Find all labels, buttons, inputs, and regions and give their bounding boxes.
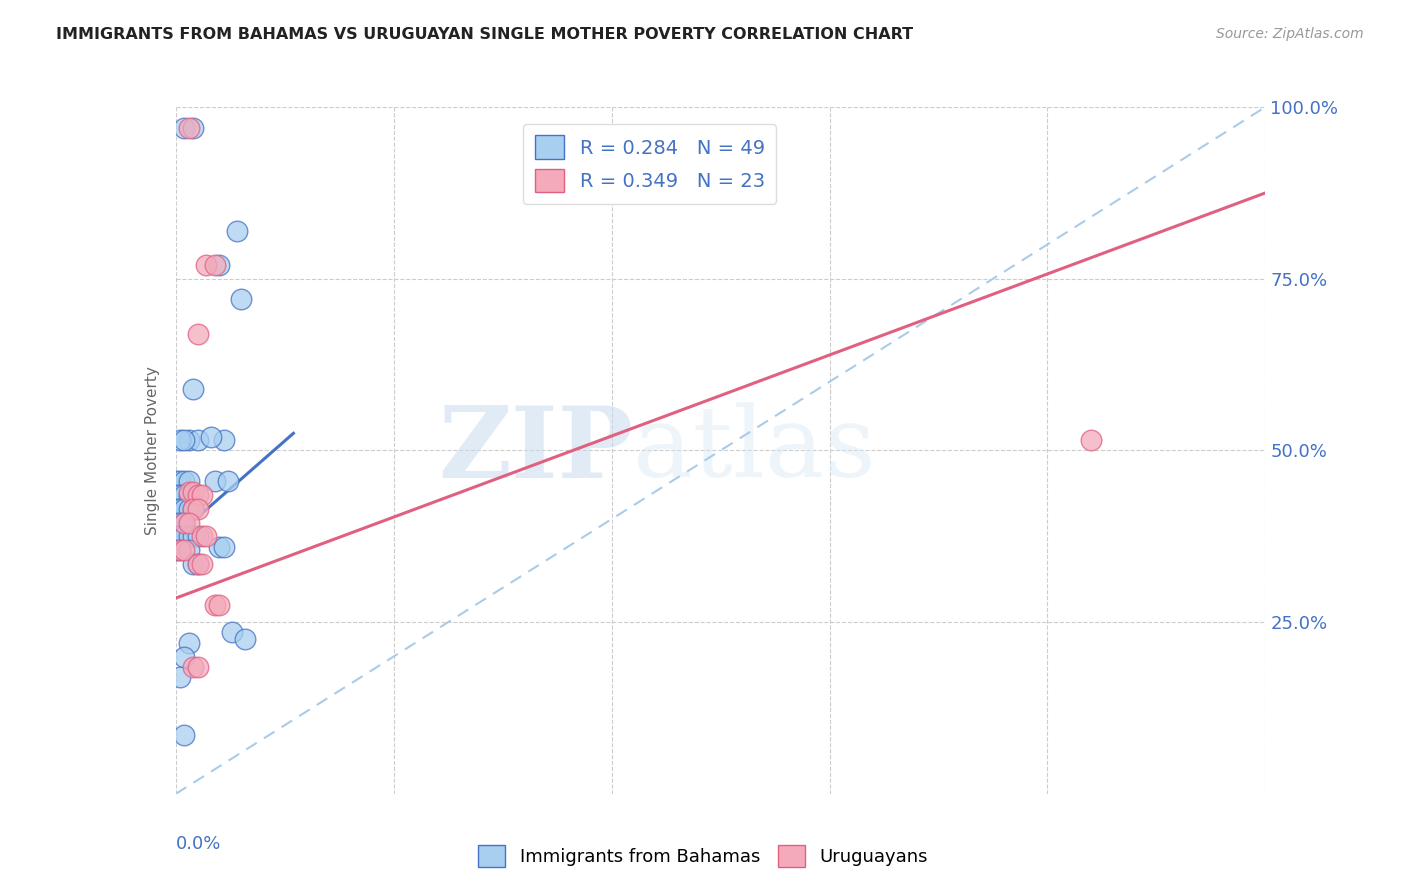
- Point: [173, 120, 195, 135]
- Point: [173, 529, 195, 543]
- Point: [177, 120, 200, 135]
- Point: [177, 475, 200, 489]
- Point: [186, 529, 209, 543]
- Point: [186, 557, 209, 571]
- Point: [186, 433, 209, 447]
- Point: [212, 540, 235, 554]
- Point: [173, 501, 195, 516]
- Point: [169, 543, 191, 558]
- Point: [235, 632, 257, 647]
- Point: [231, 293, 253, 307]
- Point: [177, 433, 200, 447]
- Point: [181, 501, 204, 516]
- Point: [217, 475, 239, 489]
- Point: [191, 488, 214, 502]
- Legend: Immigrants from Bahamas, Uruguayans: Immigrants from Bahamas, Uruguayans: [471, 838, 935, 874]
- Point: [181, 557, 204, 571]
- Point: [165, 516, 187, 530]
- Point: [173, 516, 195, 530]
- Point: [181, 484, 204, 499]
- Point: [200, 430, 222, 444]
- Point: [204, 598, 226, 612]
- Legend: R = 0.284   N = 49, R = 0.349   N = 23: R = 0.284 N = 49, R = 0.349 N = 23: [523, 124, 776, 204]
- Point: [186, 326, 209, 341]
- Point: [177, 488, 200, 502]
- Point: [191, 557, 214, 571]
- Point: [181, 660, 204, 674]
- Point: [186, 488, 209, 502]
- Text: ZIP: ZIP: [439, 402, 633, 499]
- Point: [169, 475, 191, 489]
- Point: [173, 475, 195, 489]
- Point: [195, 258, 218, 272]
- Point: [173, 516, 195, 530]
- Point: [186, 501, 209, 516]
- Point: [186, 660, 209, 674]
- Point: [177, 636, 200, 650]
- Point: [173, 433, 195, 447]
- Point: [169, 488, 191, 502]
- Point: [225, 224, 247, 238]
- Point: [195, 529, 218, 543]
- Text: 0.0%: 0.0%: [176, 835, 221, 853]
- Text: Source: ZipAtlas.com: Source: ZipAtlas.com: [1216, 27, 1364, 41]
- Point: [1080, 433, 1102, 447]
- Point: [173, 729, 195, 743]
- Point: [177, 484, 200, 499]
- Point: [169, 516, 191, 530]
- Point: [169, 529, 191, 543]
- Point: [169, 501, 191, 516]
- Point: [169, 543, 191, 558]
- Point: [165, 488, 187, 502]
- Point: [177, 516, 200, 530]
- Point: [212, 433, 235, 447]
- Point: [165, 543, 187, 558]
- Point: [177, 543, 200, 558]
- Point: [221, 625, 243, 640]
- Point: [165, 475, 187, 489]
- Point: [165, 529, 187, 543]
- Point: [204, 258, 226, 272]
- Point: [173, 649, 195, 664]
- Text: IMMIGRANTS FROM BAHAMAS VS URUGUAYAN SINGLE MOTHER POVERTY CORRELATION CHART: IMMIGRANTS FROM BAHAMAS VS URUGUAYAN SIN…: [56, 27, 914, 42]
- Point: [173, 488, 195, 502]
- Text: atlas: atlas: [633, 402, 876, 499]
- Point: [181, 120, 204, 135]
- Point: [169, 670, 191, 684]
- Point: [181, 501, 204, 516]
- Point: [204, 475, 226, 489]
- Point: [181, 529, 204, 543]
- Point: [165, 501, 187, 516]
- Point: [181, 382, 204, 396]
- Point: [169, 433, 191, 447]
- Point: [191, 529, 214, 543]
- Point: [173, 543, 195, 558]
- Y-axis label: Single Mother Poverty: Single Mother Poverty: [145, 366, 160, 535]
- Point: [177, 501, 200, 516]
- Point: [177, 529, 200, 543]
- Point: [208, 258, 231, 272]
- Point: [208, 540, 231, 554]
- Point: [208, 598, 231, 612]
- Point: [186, 557, 209, 571]
